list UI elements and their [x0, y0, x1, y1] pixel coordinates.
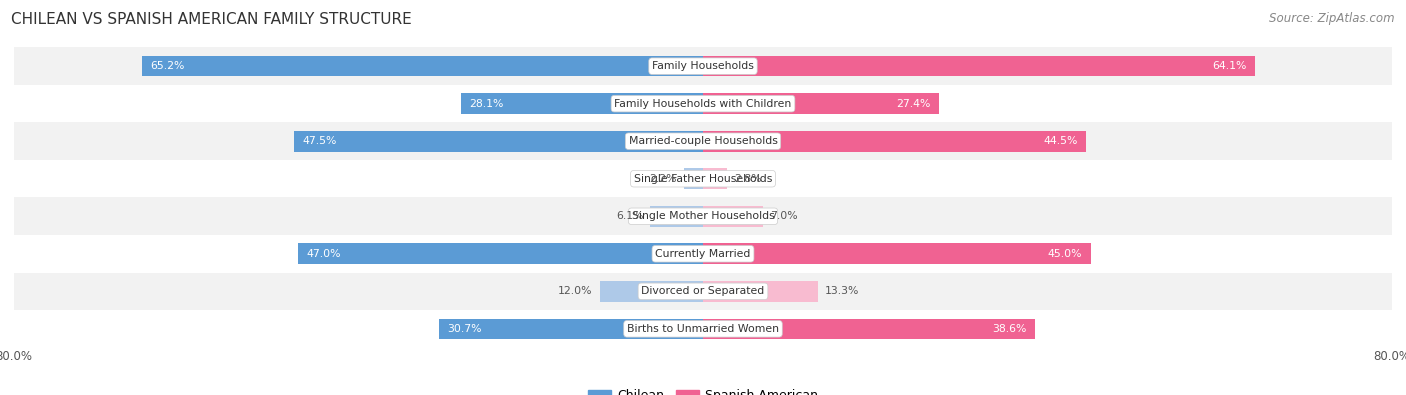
- Text: Births to Unmarried Women: Births to Unmarried Women: [627, 324, 779, 334]
- Bar: [14, 47, 1392, 85]
- Text: 12.0%: 12.0%: [558, 286, 593, 296]
- Text: Currently Married: Currently Married: [655, 249, 751, 259]
- Bar: [461, 93, 703, 114]
- Text: Single Mother Households: Single Mother Households: [631, 211, 775, 221]
- Text: 47.0%: 47.0%: [307, 249, 342, 259]
- Bar: [599, 281, 703, 302]
- Bar: [14, 198, 1392, 235]
- Text: 2.2%: 2.2%: [650, 174, 678, 184]
- Bar: [703, 281, 817, 302]
- Text: 6.1%: 6.1%: [616, 211, 644, 221]
- Bar: [703, 93, 939, 114]
- Text: 28.1%: 28.1%: [470, 99, 503, 109]
- Bar: [703, 131, 1087, 152]
- Legend: Chilean, Spanish American: Chilean, Spanish American: [583, 384, 823, 395]
- Bar: [703, 168, 727, 189]
- Bar: [14, 122, 1392, 160]
- Text: 45.0%: 45.0%: [1047, 249, 1083, 259]
- Bar: [14, 85, 1392, 122]
- Bar: [703, 206, 763, 227]
- Bar: [685, 168, 703, 189]
- Bar: [14, 160, 1392, 198]
- Text: Divorced or Separated: Divorced or Separated: [641, 286, 765, 296]
- Text: 44.5%: 44.5%: [1043, 136, 1077, 146]
- Bar: [651, 206, 703, 227]
- Bar: [14, 235, 1392, 273]
- Text: 7.0%: 7.0%: [770, 211, 797, 221]
- Text: 38.6%: 38.6%: [993, 324, 1026, 334]
- Text: CHILEAN VS SPANISH AMERICAN FAMILY STRUCTURE: CHILEAN VS SPANISH AMERICAN FAMILY STRUC…: [11, 12, 412, 27]
- Text: 27.4%: 27.4%: [896, 99, 931, 109]
- Text: Family Households: Family Households: [652, 61, 754, 71]
- Bar: [439, 318, 703, 339]
- Bar: [703, 318, 1035, 339]
- Bar: [294, 131, 703, 152]
- Bar: [14, 273, 1392, 310]
- Bar: [703, 243, 1091, 264]
- Bar: [14, 310, 1392, 348]
- Bar: [298, 243, 703, 264]
- Text: Single Father Households: Single Father Households: [634, 174, 772, 184]
- Text: Source: ZipAtlas.com: Source: ZipAtlas.com: [1270, 12, 1395, 25]
- Text: Married-couple Households: Married-couple Households: [628, 136, 778, 146]
- Text: 2.8%: 2.8%: [734, 174, 762, 184]
- Text: 47.5%: 47.5%: [302, 136, 337, 146]
- Text: Family Households with Children: Family Households with Children: [614, 99, 792, 109]
- Bar: [703, 56, 1256, 77]
- Bar: [142, 56, 703, 77]
- Text: 65.2%: 65.2%: [150, 61, 184, 71]
- Text: 13.3%: 13.3%: [824, 286, 859, 296]
- Text: 64.1%: 64.1%: [1212, 61, 1246, 71]
- Text: 30.7%: 30.7%: [447, 324, 482, 334]
